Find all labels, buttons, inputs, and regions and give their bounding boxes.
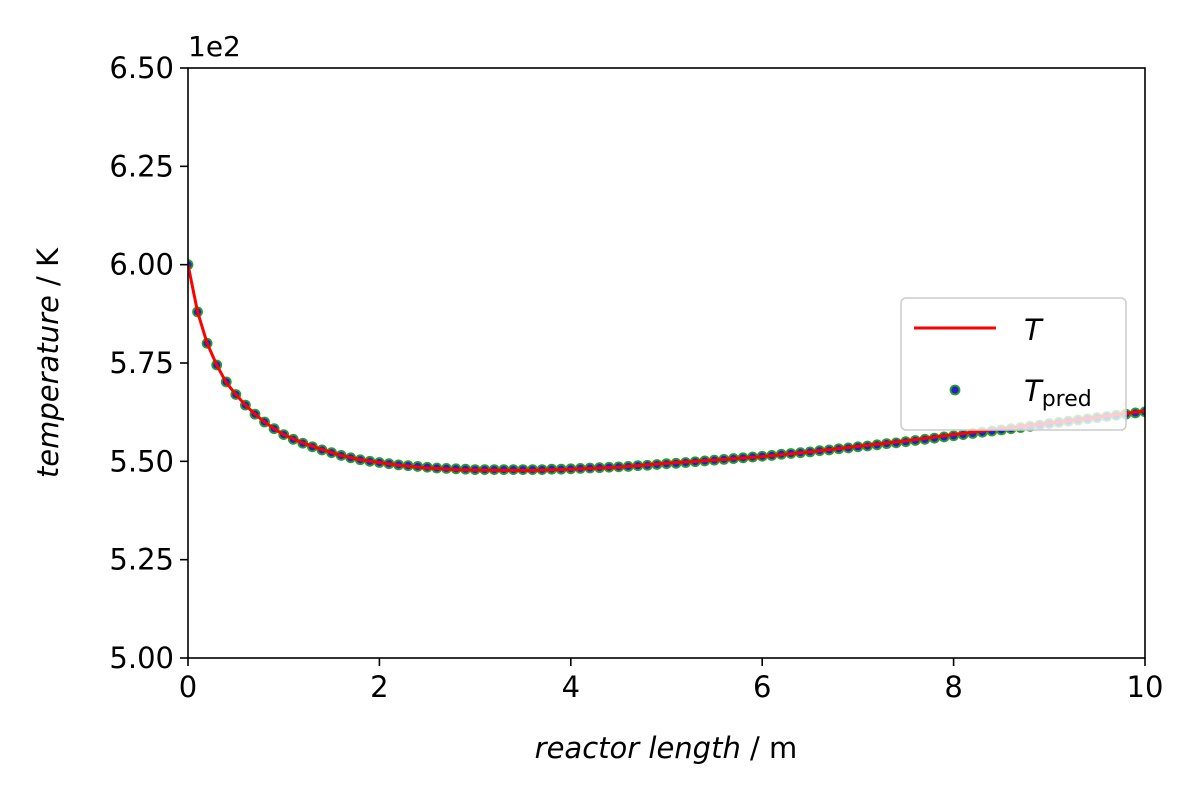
x-tick-label: 0 [179, 670, 197, 704]
y-offset-text: 1e2 [188, 30, 241, 63]
y-axis-label: temperature / K [31, 247, 65, 478]
y-tick-label: 5.25 [109, 543, 174, 577]
x-tick-label: 10 [1127, 670, 1164, 704]
x-axis-label-name: reactor length [535, 731, 741, 765]
y-tick-label: 5.50 [109, 444, 174, 478]
y-tick-label: 6.00 [109, 248, 174, 282]
y-tick-label: 5.75 [109, 346, 174, 380]
y-axis-label-unit: / K [31, 247, 65, 295]
y-tick-label: 6.50 [109, 51, 174, 85]
legend-marker-swatch [949, 384, 961, 396]
x-tick-label: 2 [370, 670, 388, 704]
series-line [188, 264, 1145, 472]
x-axis-label: reactor length / m [535, 731, 798, 765]
legend-label-tpred-subscript: pred [1042, 387, 1092, 412]
legend-label-tpred-main: T [1024, 374, 1044, 408]
legend-label-t: T [1024, 313, 1044, 347]
x-axis-label-unit: / m [741, 731, 797, 765]
x-tick-label: 8 [944, 670, 962, 704]
axis-labels: 1e2 reactor length / m temperature / K [31, 30, 797, 765]
y-tick-label: 6.25 [109, 149, 174, 183]
x-tick-label: 4 [562, 670, 580, 704]
legend-frame [900, 297, 1127, 431]
legend: T Tpred [900, 297, 1127, 431]
y-tick-label: 5.00 [109, 641, 174, 675]
axes: 0 2 4 6 8 10 5.00 5.25 5.50 5.75 6.00 6.25 6.50 [109, 51, 1163, 704]
y-axis-label-name: temperature [31, 295, 65, 478]
legend-label-tpred: Tpred [1024, 374, 1092, 412]
x-tick-label: 6 [753, 670, 771, 704]
